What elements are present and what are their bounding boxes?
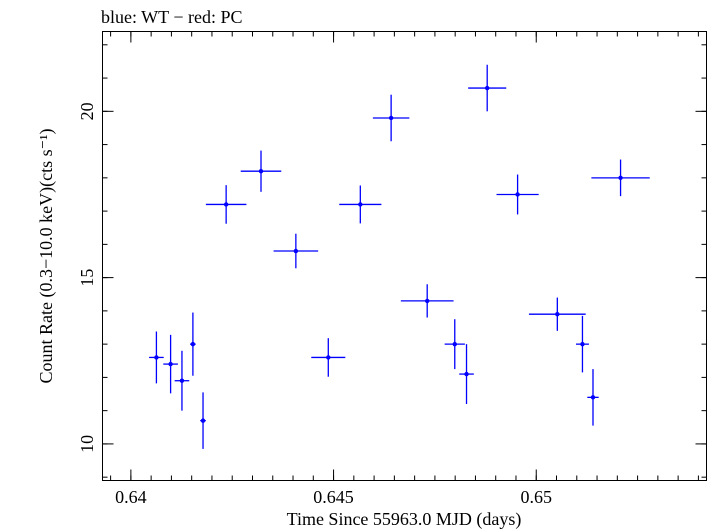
axis-tick-labels: 0.64 0.645 0.65 10 15 20 [77,102,552,507]
x-tick-label: 0.64 [115,487,147,507]
data-point [372,94,410,142]
data-point [273,233,319,269]
data-point [459,344,474,405]
chart-title: blue: WT − red: PC [101,7,242,27]
data-point [163,334,178,394]
data-point [205,185,247,224]
data-marker [425,298,430,304]
data-point [240,150,282,192]
data-marker [326,355,331,360]
data-marker [590,395,596,400]
data-point [339,185,382,224]
data-point [174,350,190,411]
data-marker [223,202,229,207]
data-point [528,297,586,331]
data-marker [200,418,206,423]
data-marker [452,341,457,347]
data-marker [515,192,520,197]
data-points [149,64,650,449]
data-point [587,369,599,426]
y-axis-label: Count Rate (0.3−10.0 keV)(cts s⁻¹) [36,128,57,383]
data-marker [618,175,623,181]
x-tick-label: 0.65 [520,487,552,507]
data-marker [168,361,173,367]
data-point [190,312,196,376]
data-marker [154,355,159,360]
data-point [575,315,589,373]
data-marker [190,341,196,347]
data-marker [464,371,469,377]
axis-ticks [102,31,707,481]
data-marker [358,202,363,207]
data-marker [258,168,264,174]
y-tick-label: 10 [77,435,97,453]
plot-frame [102,31,707,481]
data-point [591,159,650,197]
data-marker [388,115,394,121]
data-point [400,284,454,318]
data-point [149,331,164,384]
data-point [311,338,346,377]
data-marker [555,312,560,317]
data-marker [179,378,185,383]
data-marker [484,85,490,91]
data-point [496,174,539,215]
data-marker [293,248,299,254]
data-point [468,64,507,112]
y-tick-label: 20 [77,102,97,120]
data-point [444,319,465,370]
y-tick-label: 15 [77,269,97,287]
data-point [200,392,206,449]
x-axis-label: Time Since 55963.0 MJD (days) [287,509,522,530]
x-tick-label: 0.645 [313,487,354,507]
data-marker [580,341,585,347]
